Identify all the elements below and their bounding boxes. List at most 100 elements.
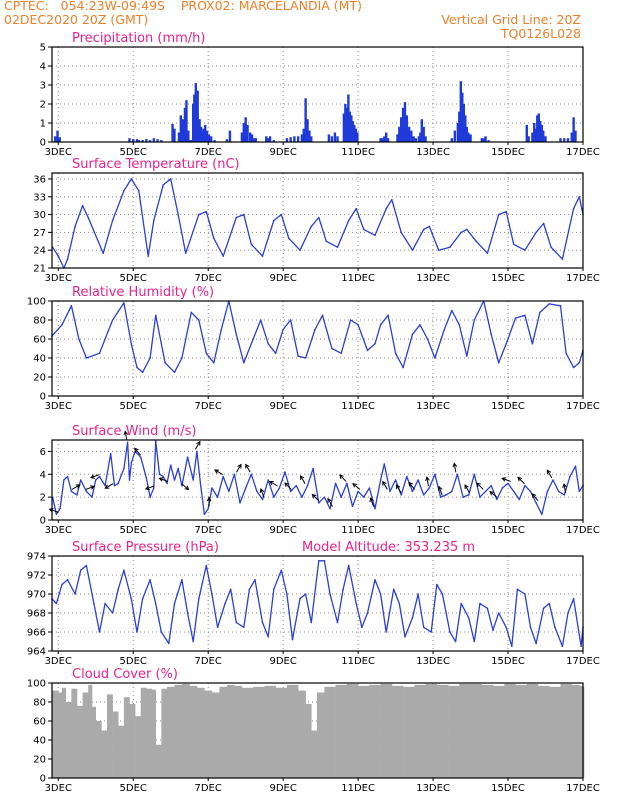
press-xtick-label: 13DEC	[416, 656, 450, 667]
wind-point	[79, 479, 82, 481]
wind-arrow-head	[104, 484, 110, 489]
precip-bar	[525, 124, 528, 142]
temp-point	[74, 225, 76, 228]
precip-bar	[345, 107, 349, 142]
rh-point	[572, 366, 575, 369]
cloud-bar	[101, 730, 108, 778]
temp-point	[317, 216, 320, 219]
wind-point	[334, 482, 337, 485]
cloud-bar	[403, 686, 415, 778]
cloud-xtick-label: 9DEC	[269, 783, 296, 794]
precip-bar	[185, 100, 188, 142]
wind-arrow-head	[300, 475, 305, 480]
wind-arrow-shaft	[236, 464, 242, 473]
temp-point	[347, 219, 350, 222]
temp-point	[310, 225, 313, 228]
rh-ytick-label: 0	[40, 392, 46, 403]
wind-arrow-head	[327, 497, 332, 503]
wind-arrow-head	[89, 474, 95, 479]
press-ytick-label: 966	[27, 628, 46, 639]
rh-point	[297, 355, 299, 357]
precip-bar	[484, 136, 487, 142]
cloud-bar	[380, 683, 393, 778]
precip-bar	[173, 128, 176, 142]
temp-ytick-label: 33	[33, 192, 46, 203]
rh-point	[164, 361, 166, 364]
cloud-bar	[62, 687, 67, 778]
wind-point	[153, 487, 155, 489]
precip-bar	[544, 136, 547, 142]
wind-point	[128, 479, 131, 481]
press-point	[422, 626, 425, 629]
press-point	[374, 578, 376, 581]
rh-point	[304, 357, 307, 359]
rh-point	[70, 304, 73, 307]
precip-bar	[414, 138, 418, 142]
press-point	[267, 635, 269, 638]
press-point	[61, 583, 63, 586]
wind-point	[130, 462, 133, 464]
wind-point	[63, 479, 65, 481]
wind-arrow-head	[425, 476, 430, 482]
precip-ytick-label: 5	[40, 43, 46, 54]
precip-bar	[412, 136, 415, 142]
wind-arrow-shaft	[396, 484, 402, 494]
temp-xtick-label: 17DEC	[566, 273, 600, 284]
precip-bar	[559, 138, 562, 142]
wind-ytick-label: 4	[40, 470, 46, 481]
rh-point	[154, 314, 157, 317]
temp-ytick-label: 30	[33, 210, 46, 221]
precip-bar	[330, 136, 334, 142]
rh-point	[514, 317, 517, 319]
wind-point	[256, 490, 258, 493]
cloud-bar	[91, 706, 97, 778]
wind-point	[76, 494, 78, 496]
wind-point	[417, 479, 419, 481]
wind-point	[239, 502, 241, 504]
wind-point	[123, 467, 125, 470]
precip-xtick-label: 13DEC	[416, 147, 450, 158]
precip-bar	[347, 94, 350, 142]
temp-point	[362, 228, 365, 231]
precip-bar	[487, 140, 490, 142]
rh-point	[497, 361, 500, 364]
temp-point	[512, 243, 515, 246]
press-point	[460, 602, 462, 605]
precip-bar	[205, 130, 209, 142]
rh-xtick-label: 9DEC	[269, 401, 296, 412]
rh-frame	[51, 300, 584, 397]
wind-point	[181, 484, 183, 487]
wind-arrow-head	[476, 482, 481, 488]
wind-point	[462, 496, 464, 498]
wind-xtick-label: 11DEC	[341, 525, 375, 536]
precip-bar	[403, 102, 407, 142]
wind-arrow-head	[158, 477, 164, 482]
wind-point	[199, 484, 202, 487]
precip-bar	[179, 115, 183, 142]
wind-point	[192, 479, 194, 481]
cloud-bar	[135, 716, 142, 778]
rh-point	[357, 323, 359, 326]
cloud-xtick-label: 13DEC	[416, 783, 450, 794]
cloud-bar	[504, 683, 516, 778]
precip-bar	[422, 126, 425, 142]
precip-bar	[480, 138, 484, 142]
temp-point	[524, 249, 526, 251]
precip-bar	[272, 140, 275, 142]
temp-point	[81, 204, 84, 207]
wind-point	[428, 487, 431, 489]
wind-point	[244, 487, 247, 489]
cloud-bar	[275, 687, 288, 778]
temp-point	[325, 240, 328, 243]
press-point	[229, 588, 232, 591]
precip-bar	[293, 136, 296, 142]
press-point	[567, 612, 569, 614]
precip-bar	[467, 132, 470, 142]
wind-point	[278, 487, 281, 489]
precip-bar	[379, 138, 382, 142]
wind-point	[91, 496, 93, 498]
temp-point	[222, 255, 224, 257]
precip-bar	[228, 130, 232, 142]
cloud-panel: Cloud Cover (%) 0 20 40 60 80 100 3DEC 5DEC 7DEC 9…	[27, 667, 600, 794]
